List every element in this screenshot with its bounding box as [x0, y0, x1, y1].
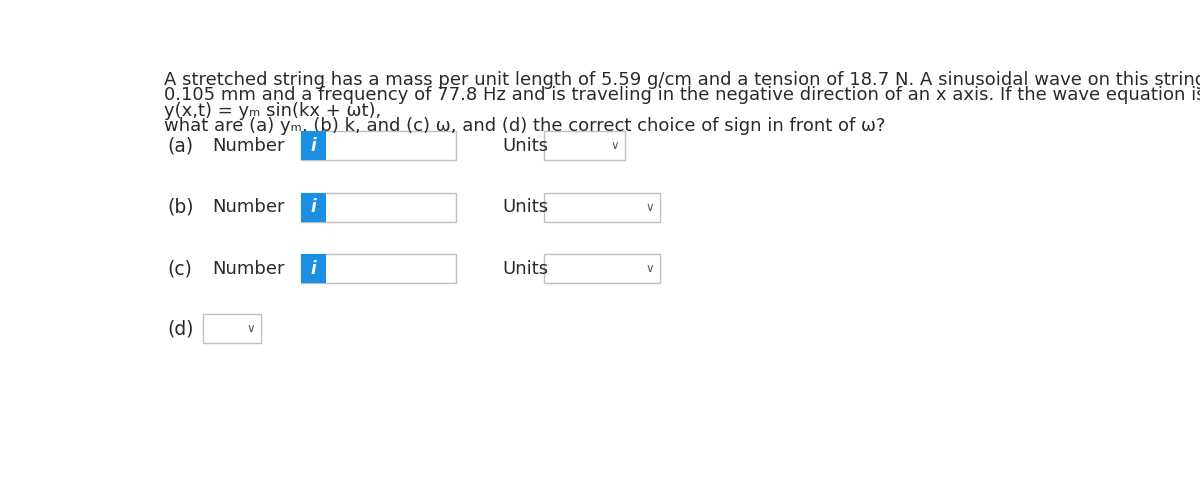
FancyBboxPatch shape: [301, 131, 326, 160]
FancyBboxPatch shape: [301, 254, 326, 284]
Text: Number: Number: [212, 198, 284, 216]
Text: Number: Number: [212, 137, 284, 155]
Text: what are (a) yₘ, (b) k, and (c) ω, and (d) the correct choice of sign in front o: what are (a) yₘ, (b) k, and (c) ω, and (…: [164, 117, 886, 135]
Text: ∨: ∨: [646, 263, 654, 275]
FancyBboxPatch shape: [301, 131, 456, 160]
FancyBboxPatch shape: [301, 192, 456, 222]
Text: i: i: [311, 198, 317, 216]
Text: (d): (d): [167, 319, 193, 338]
FancyBboxPatch shape: [301, 254, 456, 284]
Text: ∨: ∨: [611, 139, 619, 152]
FancyBboxPatch shape: [203, 314, 260, 344]
Text: (c): (c): [167, 260, 192, 278]
FancyBboxPatch shape: [544, 131, 625, 160]
Text: Units: Units: [503, 260, 548, 278]
Text: ∨: ∨: [646, 201, 654, 214]
Text: i: i: [311, 260, 317, 278]
FancyBboxPatch shape: [301, 192, 326, 222]
Text: 0.105 mm and a frequency of 77.8 Hz and is traveling in the negative direction o: 0.105 mm and a frequency of 77.8 Hz and …: [164, 86, 1200, 104]
Text: Units: Units: [503, 137, 548, 155]
FancyBboxPatch shape: [544, 192, 660, 222]
Text: i: i: [311, 137, 317, 155]
Text: Number: Number: [212, 260, 284, 278]
FancyBboxPatch shape: [544, 254, 660, 284]
Text: A stretched string has a mass per unit length of 5.59 g/cm and a tension of 18.7: A stretched string has a mass per unit l…: [164, 71, 1200, 89]
Text: Units: Units: [503, 198, 548, 216]
Text: (b): (b): [167, 198, 193, 217]
Text: (a): (a): [167, 136, 193, 155]
Text: y(x,t) = yₘ sin(kx + ωt),: y(x,t) = yₘ sin(kx + ωt),: [164, 102, 382, 120]
Text: ∨: ∨: [246, 322, 256, 335]
